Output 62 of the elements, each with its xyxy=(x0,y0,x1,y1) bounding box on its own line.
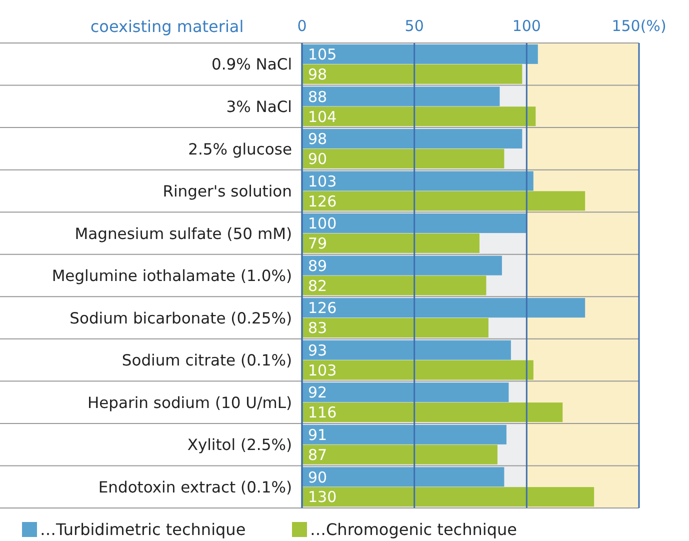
bar xyxy=(302,106,536,126)
bar xyxy=(302,298,586,318)
y-tick-label: Sodium bicarbonate (0.25%) xyxy=(70,309,292,328)
y-tick-label: Endotoxin extract (0.1%) xyxy=(98,478,292,496)
y-tick-label: Magnesium sulfate (50 mM) xyxy=(74,224,292,243)
y-tick-label: Heparin sodium (10 U/mL) xyxy=(87,394,292,412)
data-label: 79 xyxy=(308,234,328,253)
x-tick-label: 100 xyxy=(512,17,541,35)
data-label: 87 xyxy=(308,446,328,464)
bar xyxy=(302,444,498,464)
x-tick-label: 150(%) xyxy=(612,17,666,35)
bar xyxy=(302,213,527,234)
data-label: 91 xyxy=(308,426,328,444)
legend-label: …Turbidimetric technique xyxy=(40,520,246,539)
data-label: 126 xyxy=(308,192,337,210)
y-tick-label: Sodium citrate (0.1%) xyxy=(122,352,292,370)
bar xyxy=(302,487,594,507)
data-label: 100 xyxy=(308,214,337,233)
bar xyxy=(302,233,480,253)
y-tick-label: Meglumine iothalamate (1.0%) xyxy=(52,267,292,286)
x-tick-label: 0 xyxy=(297,17,307,35)
bar xyxy=(302,171,534,191)
y-axis-title: coexisting material xyxy=(90,17,244,36)
y-tick-label: Ringer's solution xyxy=(162,182,292,201)
bar xyxy=(302,44,538,64)
bar xyxy=(302,424,506,444)
bar xyxy=(302,340,511,360)
bar xyxy=(302,256,502,276)
data-label: 93 xyxy=(308,341,328,360)
data-label: 89 xyxy=(308,256,328,275)
bar xyxy=(302,402,563,422)
data-label: 98 xyxy=(308,130,328,148)
data-label: 92 xyxy=(308,384,328,402)
data-label: 105 xyxy=(308,46,337,64)
data-label: 130 xyxy=(308,488,337,506)
data-label: 103 xyxy=(308,172,337,190)
data-label: 103 xyxy=(308,361,337,380)
bar xyxy=(302,191,586,211)
legend-label: …Chromogenic technique xyxy=(310,520,517,539)
bar xyxy=(302,467,504,487)
y-tick-label: Xylitol (2.5%) xyxy=(187,436,292,454)
x-tick-label: 50 xyxy=(404,17,424,35)
bar xyxy=(302,382,509,402)
bar xyxy=(302,148,504,168)
bar xyxy=(302,276,486,296)
data-label: 104 xyxy=(308,108,337,126)
y-tick-label: 2.5% glucose xyxy=(188,140,292,158)
bar xyxy=(302,318,488,338)
data-label: 116 xyxy=(308,404,337,422)
data-label: 83 xyxy=(308,319,328,338)
y-tick-label: 0.9% NaCl xyxy=(211,56,292,74)
data-label: 90 xyxy=(308,150,328,168)
data-label: 98 xyxy=(308,66,328,84)
data-label: 88 xyxy=(308,88,328,106)
data-label: 126 xyxy=(308,299,337,318)
bar xyxy=(302,86,500,106)
y-tick-label: 3% NaCl xyxy=(226,98,292,116)
bar xyxy=(302,64,522,84)
bar xyxy=(302,128,522,148)
data-label: 90 xyxy=(308,468,328,486)
bar xyxy=(302,360,534,380)
data-label: 82 xyxy=(308,276,328,295)
